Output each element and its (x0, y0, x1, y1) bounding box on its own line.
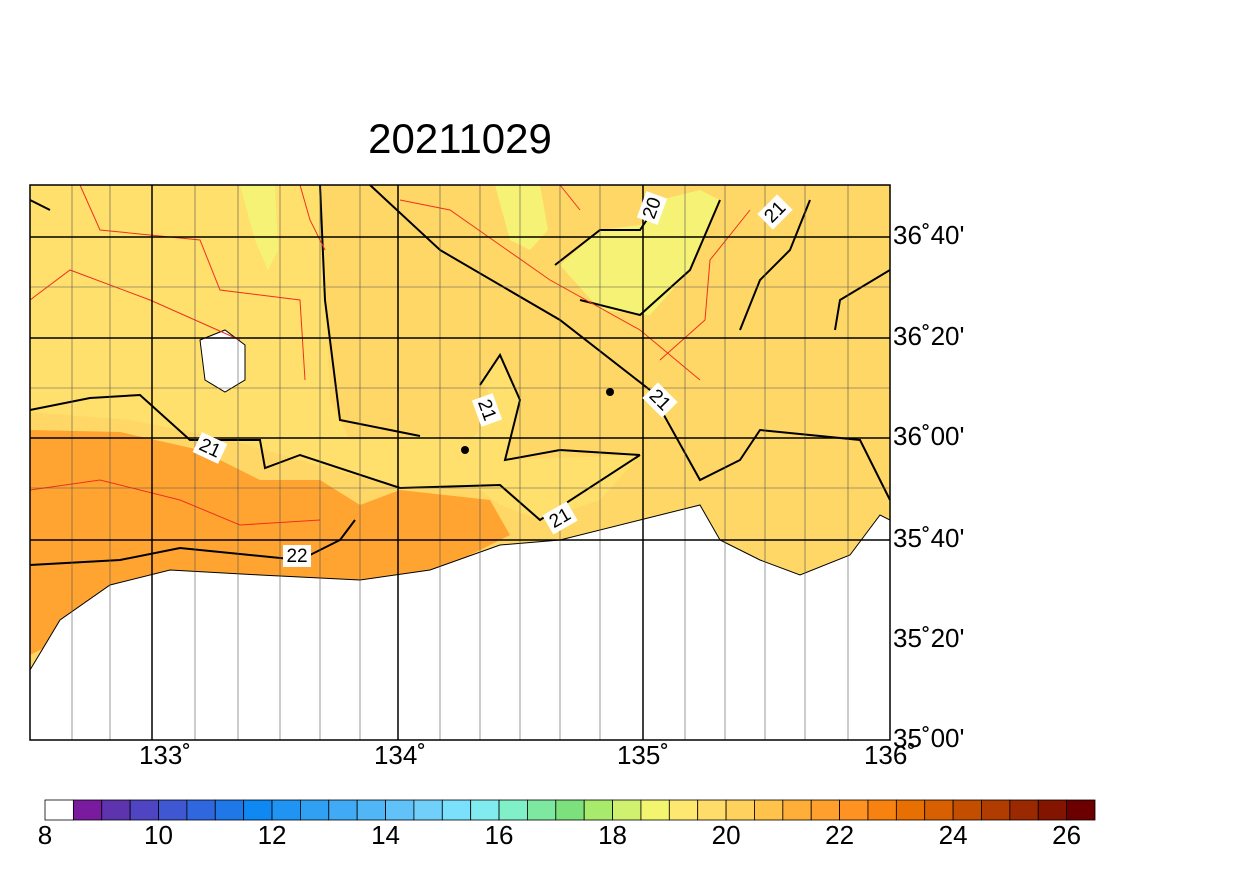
colorbar-cell (243, 799, 273, 821)
contour-label: 20 (636, 191, 668, 225)
colorbar-cell (924, 799, 954, 821)
colorbar-cell (1037, 799, 1068, 821)
colorbar-tick-label: 14 (371, 820, 400, 850)
colorbar-tick-label: 26 (1052, 820, 1081, 850)
colorbar-cell (754, 799, 784, 821)
colorbar-cell (782, 799, 812, 821)
colorbar-cell (725, 799, 755, 821)
colorbar-cell (186, 799, 216, 821)
colorbar-cell (385, 799, 415, 821)
label-box (636, 191, 668, 225)
lon-label: 133˚ (139, 740, 191, 770)
lat-label: 36˚20' (893, 321, 964, 351)
colorbar-cell (441, 799, 472, 821)
lat-label: 35˚20' (893, 623, 964, 653)
sea-cool (240, 185, 548, 270)
lat-label: 35˚40' (893, 523, 964, 553)
label-box (542, 501, 578, 535)
lon-label: 136˚ (864, 740, 916, 770)
colorbar-tick-label: 12 (258, 820, 287, 850)
colorbar-cell (498, 799, 528, 821)
colorbar-cell (44, 799, 74, 821)
sea-warm (30, 430, 510, 655)
colorbar-cell (612, 799, 642, 821)
lon-label: 134˚ (374, 740, 426, 770)
colorbar-cell (271, 799, 301, 821)
colorbar-cell (981, 799, 1011, 821)
colorbar-tick-label: 16 (485, 820, 514, 850)
sea-light (30, 185, 640, 520)
map (29, 184, 891, 741)
label-box (757, 194, 793, 230)
colorbar-cell (1009, 799, 1039, 821)
lat-label: 36˚40' (893, 220, 964, 250)
lon-label: 135˚ (617, 740, 669, 770)
colorbar-cell (527, 799, 557, 821)
contour (29, 184, 891, 566)
axes-labels: 133˚ 134˚ 135˚ 136˚ 36˚40' 36˚20' 36˚00' 35˚40'… (139, 220, 964, 770)
label-box (192, 432, 228, 464)
colorbar-tick-label: 20 (712, 820, 741, 850)
colorbar-cell (413, 799, 443, 821)
colorbar-cell (668, 799, 699, 821)
colorbar-cell (300, 799, 330, 821)
label-box (283, 545, 311, 567)
station (606, 388, 614, 396)
colorbar-cell (328, 799, 358, 821)
label-box (471, 393, 503, 427)
colorbar-cell (895, 799, 926, 821)
colorbar-cell (810, 799, 840, 821)
title: 20211029 (368, 115, 552, 162)
colorbar-tick-label: 22 (825, 820, 854, 850)
island (199, 329, 246, 393)
land (29, 504, 891, 741)
colorbar-cell (867, 799, 897, 821)
colorbar-cell (101, 799, 131, 821)
colorbar-cell (1066, 799, 1096, 821)
colorbar-cell (952, 799, 982, 821)
colorbar-cell (640, 799, 670, 821)
colorbar-cell (583, 799, 613, 821)
colorbar-cell (839, 799, 869, 821)
colorbar-tick-label: 18 (598, 820, 627, 850)
grid (30, 185, 890, 740)
colorbar-cell (214, 799, 245, 821)
colorbar: 8 10 12 14 16 18 20 22 24 26 (38, 799, 1096, 850)
contour-label: 22 (283, 545, 311, 567)
colorbar-tick-label: 8 (38, 820, 52, 850)
colorbar-cell (697, 799, 727, 821)
contour-label-text: 22 (286, 546, 307, 567)
colorbar-cell (129, 799, 159, 821)
fine-grid (30, 185, 890, 740)
colorbar-cell (555, 799, 585, 821)
colorbar-cell (356, 799, 386, 821)
label-box (642, 382, 678, 418)
lat-label: 35˚00' (893, 723, 964, 753)
colorbar-tick-label: 10 (144, 820, 173, 850)
lat-label: 36˚00' (893, 421, 964, 451)
colorbar-cell (470, 799, 500, 821)
colorbar-cell (158, 799, 188, 821)
station (461, 446, 469, 454)
colorbar-cell (72, 799, 103, 821)
frame (29, 184, 891, 741)
colorbar-tick-label: 24 (939, 820, 968, 850)
